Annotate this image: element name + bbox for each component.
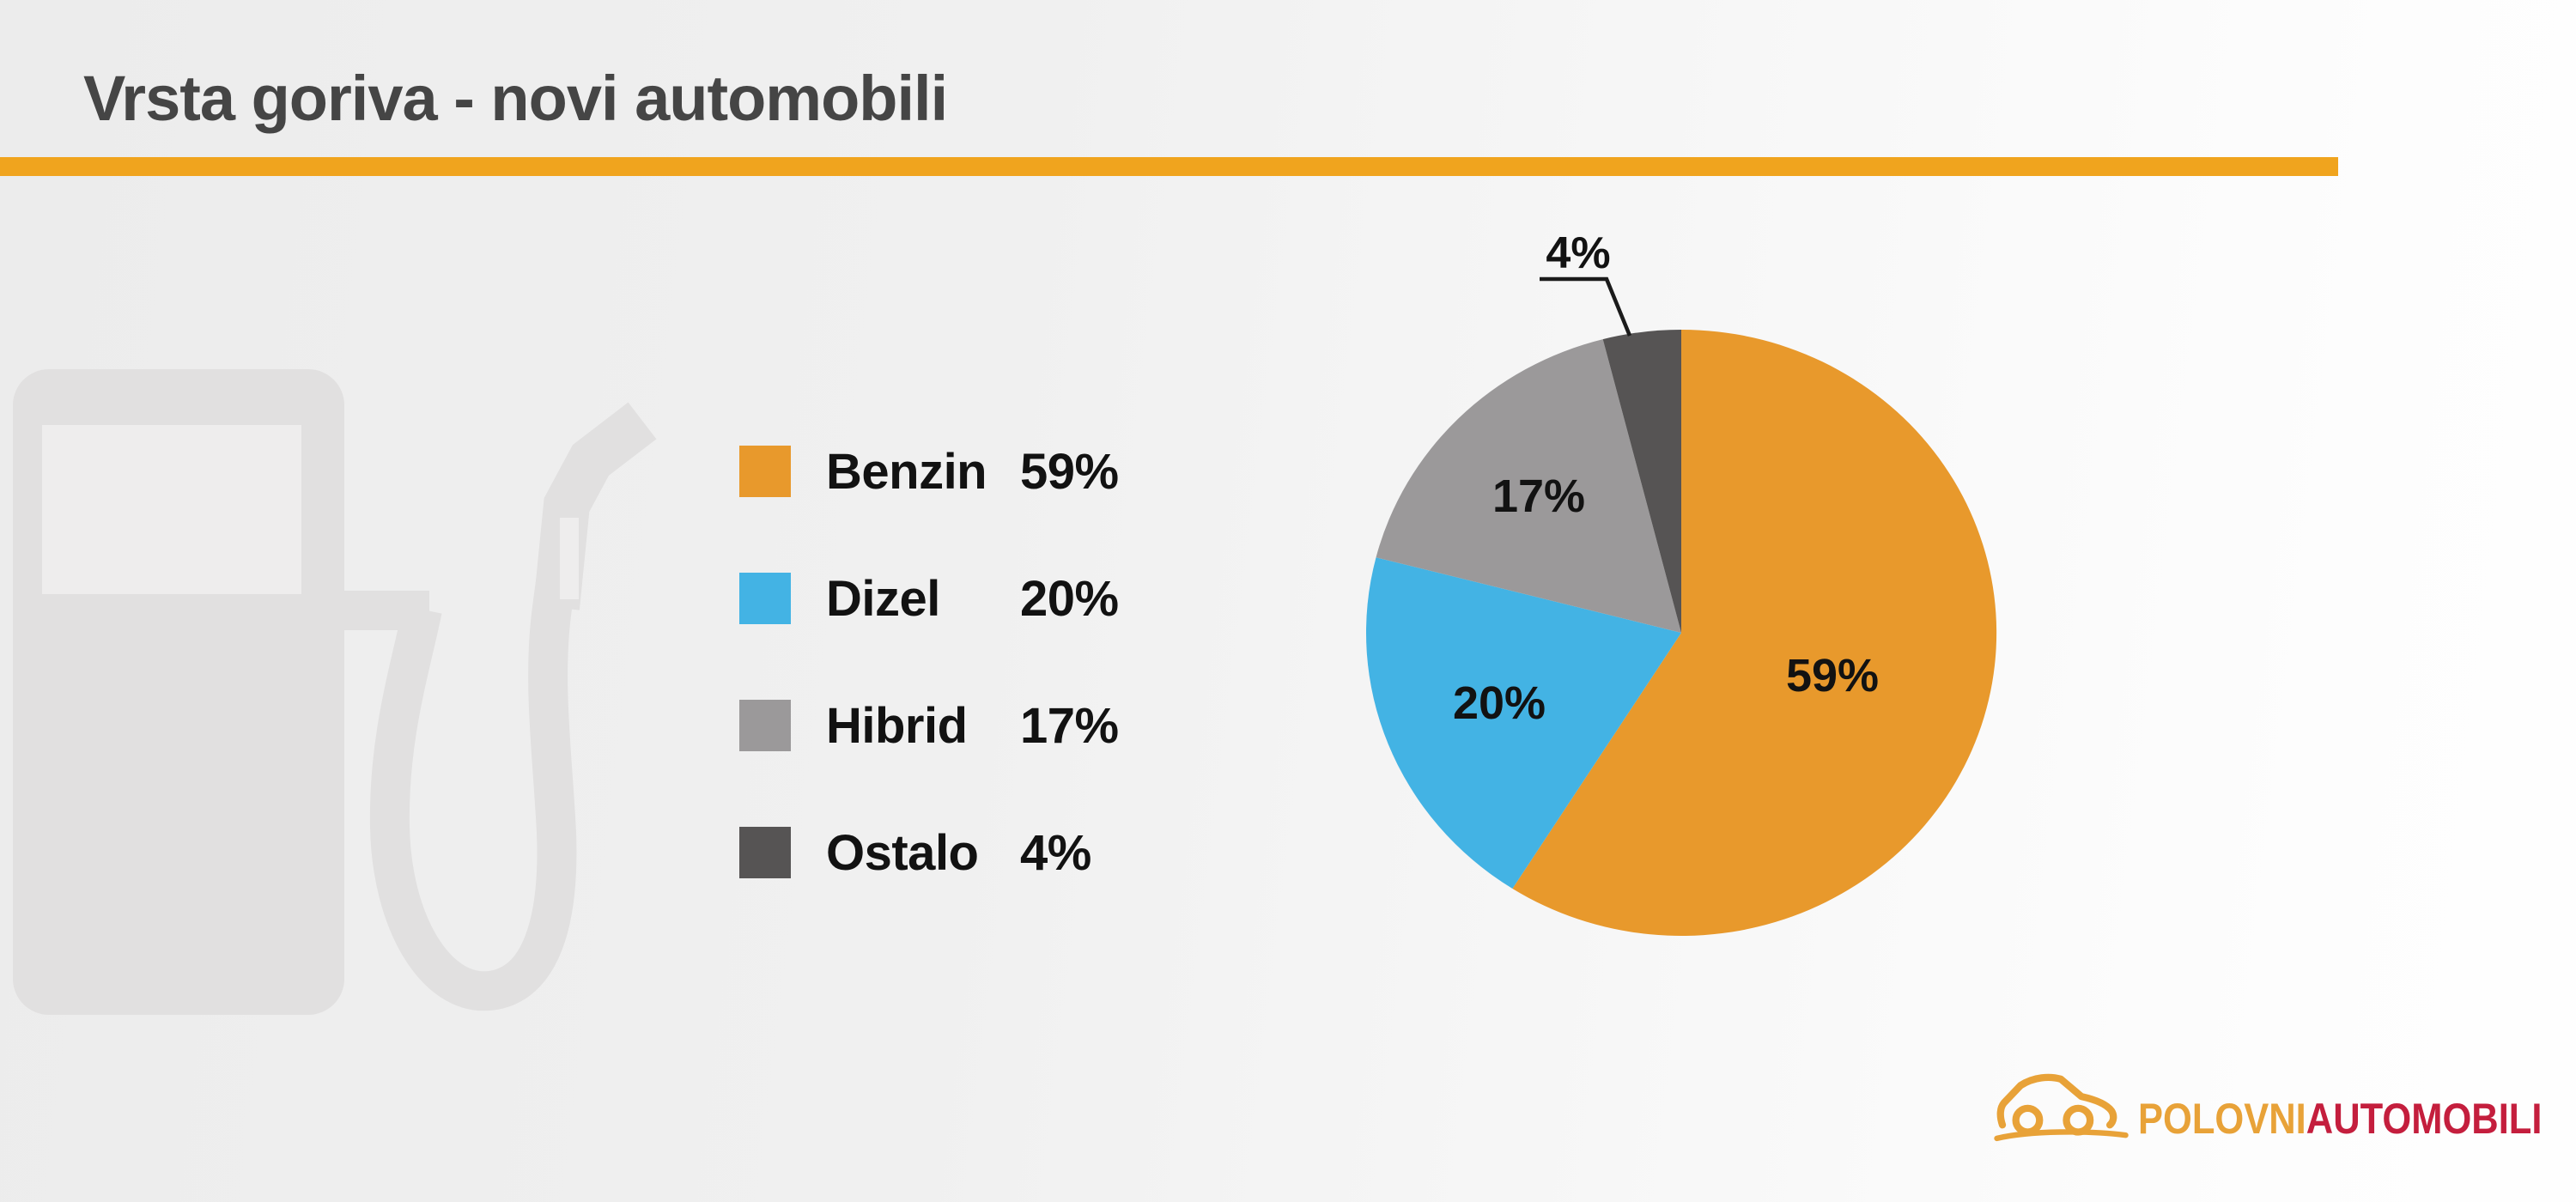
car-body-outline <box>1996 1073 2117 1129</box>
legend-swatch-hibrid <box>739 700 791 751</box>
legend-row-ostalo: Ostalo 4% <box>739 825 1119 881</box>
legend-value: 59% <box>1020 443 1119 500</box>
pie-chart: 59% 20% 17% 4% <box>1365 228 1997 936</box>
pie-slice-dizel <box>1365 557 1681 889</box>
legend-label: Hibrid <box>826 697 968 754</box>
fuel-pump-nozzle-slot <box>560 518 579 599</box>
brand-logo-text: POLOVNI AUTOMOBILI <box>2138 1097 2542 1147</box>
legend-value: 17% <box>1020 697 1119 754</box>
pie-label-hibrid: 17% <box>1492 470 1585 522</box>
page-title: Vrsta goriva - novi automobili <box>83 63 948 134</box>
car-ground-swoosh <box>1994 1129 2129 1142</box>
legend-label: Ostalo <box>826 824 979 881</box>
legend-swatch-benzin <box>739 446 791 497</box>
title-underline-bar <box>0 157 2338 176</box>
pie-label-dizel: 20% <box>1453 677 1546 729</box>
pie-label-benzin: 59% <box>1786 650 1879 701</box>
pie-slice-ostalo <box>1602 330 1681 633</box>
pie-slice-benzin <box>1512 330 1997 936</box>
logo-text-polovni: POLOVNI <box>2138 1095 2306 1143</box>
car-front-wheel <box>2063 1104 2094 1136</box>
brand-logo: POLOVNI AUTOMOBILI <box>1994 1068 2576 1147</box>
legend-swatch-ostalo <box>739 827 791 878</box>
legend-label: Dizel <box>826 570 940 627</box>
fuel-pump-icon <box>13 369 657 1015</box>
pie-slice-hibrid <box>1376 339 1681 633</box>
logo-text-automobili: AUTOMOBILI <box>2306 1095 2543 1143</box>
legend-row-hibrid: Hibrid 17% <box>739 698 1119 754</box>
pie-callout-leader-line <box>1540 276 1632 337</box>
legend: Benzin 59% Dizel 20% Hibrid 17% Ostalo 4% <box>739 444 1119 954</box>
legend-value: 20% <box>1020 570 1119 627</box>
legend-swatch-dizel <box>739 573 791 624</box>
legend-value: 4% <box>1020 824 1091 881</box>
legend-label: Benzin <box>826 443 987 500</box>
legend-row-benzin: Benzin 59% <box>739 444 1119 500</box>
legend-row-dizel: Dizel 20% <box>739 571 1119 627</box>
fuel-pump-hose <box>369 484 593 1011</box>
pie-label-ostalo: 4% <box>1546 228 1610 278</box>
car-rear-wheel <box>2012 1104 2044 1136</box>
fuel-pump-screen <box>42 425 301 594</box>
car-outline-icon <box>1994 1073 2129 1142</box>
